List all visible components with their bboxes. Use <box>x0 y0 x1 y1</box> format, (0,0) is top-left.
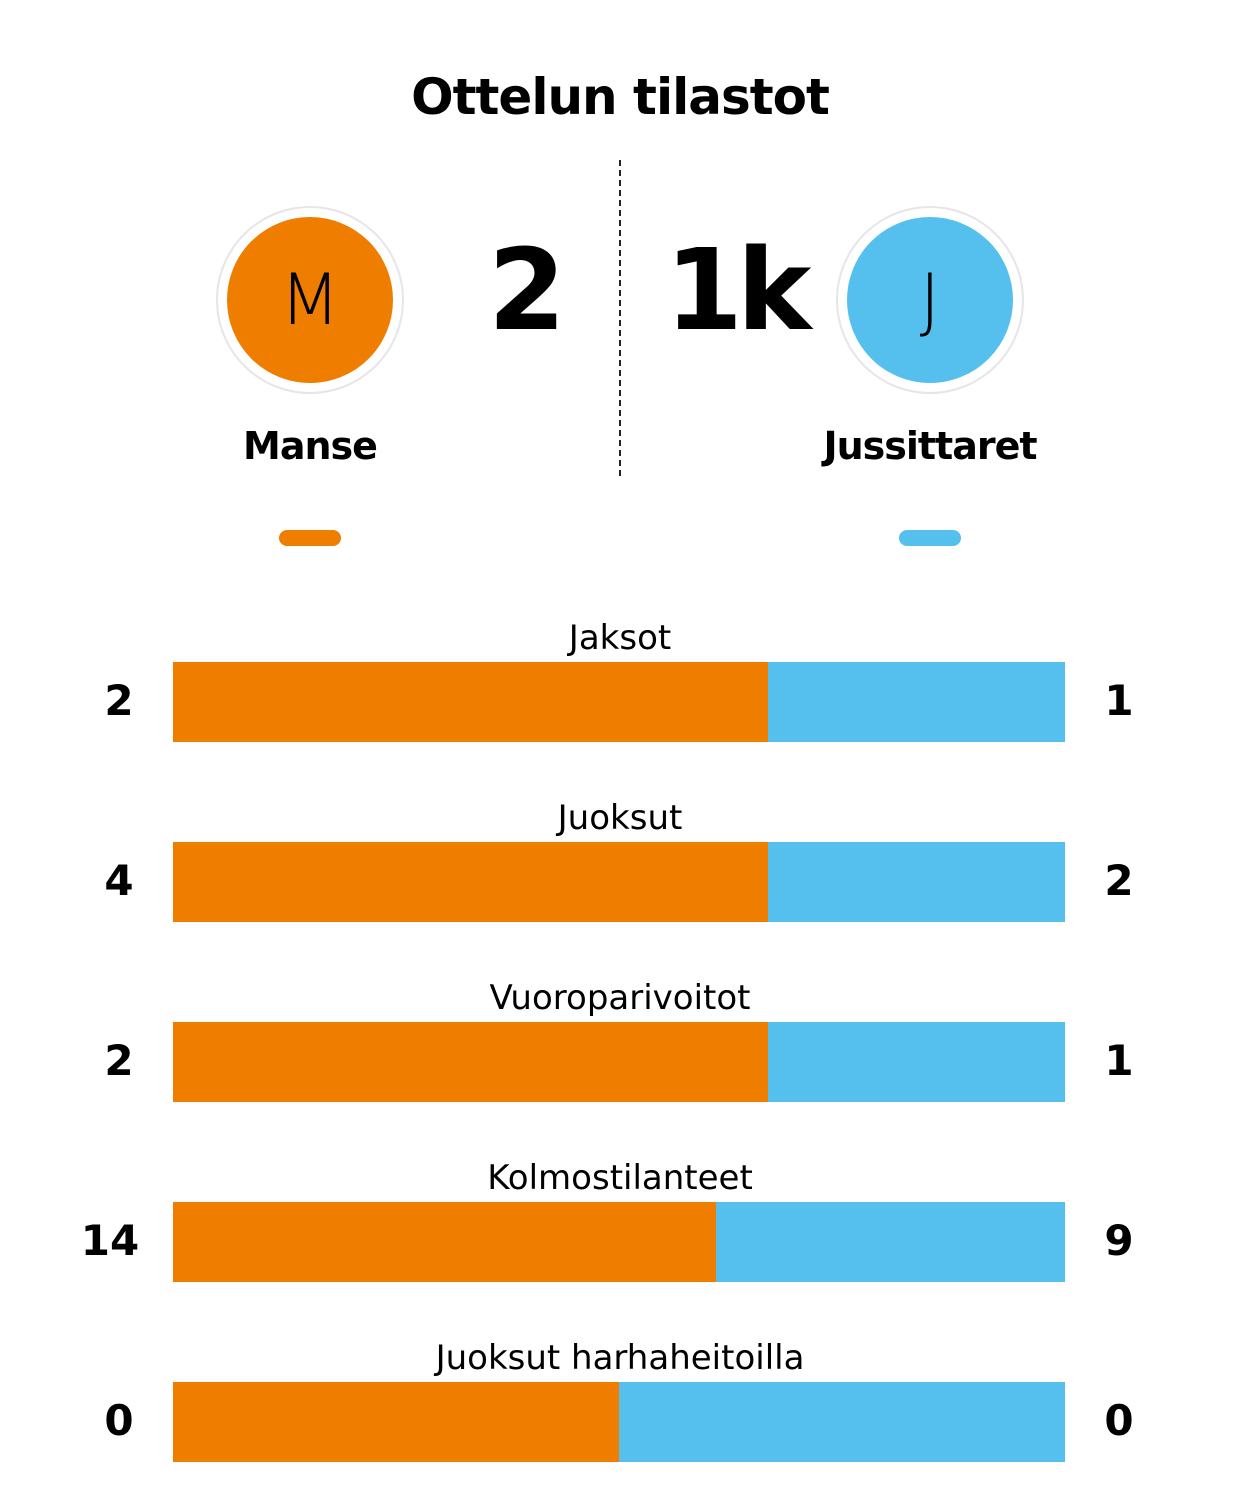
away-stat-value: 1 <box>1104 676 1134 725</box>
home-bar-segment <box>173 1382 619 1462</box>
away-stat-value: 0 <box>1104 1396 1134 1445</box>
home-team-logo: M <box>218 208 402 392</box>
divider <box>619 160 621 476</box>
home-bar-segment <box>173 662 768 742</box>
stat-label: Kolmostilanteet <box>487 1158 753 1198</box>
away-stat-value: 1 <box>1104 1036 1134 1085</box>
home-stat-value: 2 <box>104 676 134 725</box>
home-color-legend <box>279 530 341 546</box>
stat-row: Kolmostilanteet 14 9 <box>0 1142 1240 1322</box>
away-team-name: Jussittaret <box>823 424 1037 468</box>
stat-row: Juoksut 4 2 <box>0 782 1240 962</box>
stat-label: Juoksut harhaheitoilla <box>435 1338 805 1378</box>
home-bar-segment <box>173 1202 716 1282</box>
stat-label: Vuoroparivoitot <box>489 978 751 1018</box>
stat-row: Vuoroparivoitot 2 1 <box>0 962 1240 1142</box>
away-bar-segment <box>715 1202 1065 1282</box>
away-bar-segment <box>767 662 1065 742</box>
stat-bar <box>173 1202 1065 1282</box>
away-bar-segment <box>767 842 1065 922</box>
stat-bar <box>173 1382 1065 1462</box>
away-team-initial: J <box>919 259 941 341</box>
stat-label: Juoksut <box>557 798 683 838</box>
home-stat-value: 2 <box>104 1036 134 1085</box>
away-bar-segment <box>767 1022 1065 1102</box>
stat-bar <box>173 842 1065 922</box>
home-bar-segment <box>173 842 768 922</box>
away-stat-value: 9 <box>1104 1216 1134 1265</box>
home-stat-value: 14 <box>80 1216 140 1265</box>
home-score: 2 <box>488 226 566 356</box>
stat-row: Jaksot 2 1 <box>0 602 1240 782</box>
stat-bar <box>173 1022 1065 1102</box>
home-stat-value: 0 <box>104 1396 134 1445</box>
stat-label: Jaksot <box>568 618 672 658</box>
home-team-initial: M <box>279 259 341 341</box>
away-bar-segment <box>619 1382 1065 1462</box>
away-score: 1k <box>665 226 811 356</box>
away-stat-value: 2 <box>1104 856 1134 905</box>
home-bar-segment <box>173 1022 768 1102</box>
away-color-legend <box>899 530 961 546</box>
page-title: Ottelun tilastot <box>411 68 830 126</box>
home-team-name: Manse <box>243 424 378 468</box>
stat-row: Juoksut harhaheitoilla 0 0 <box>0 1322 1240 1502</box>
home-stat-value: 4 <box>104 856 134 905</box>
stat-bar <box>173 662 1065 742</box>
away-team-logo: J <box>838 208 1022 392</box>
